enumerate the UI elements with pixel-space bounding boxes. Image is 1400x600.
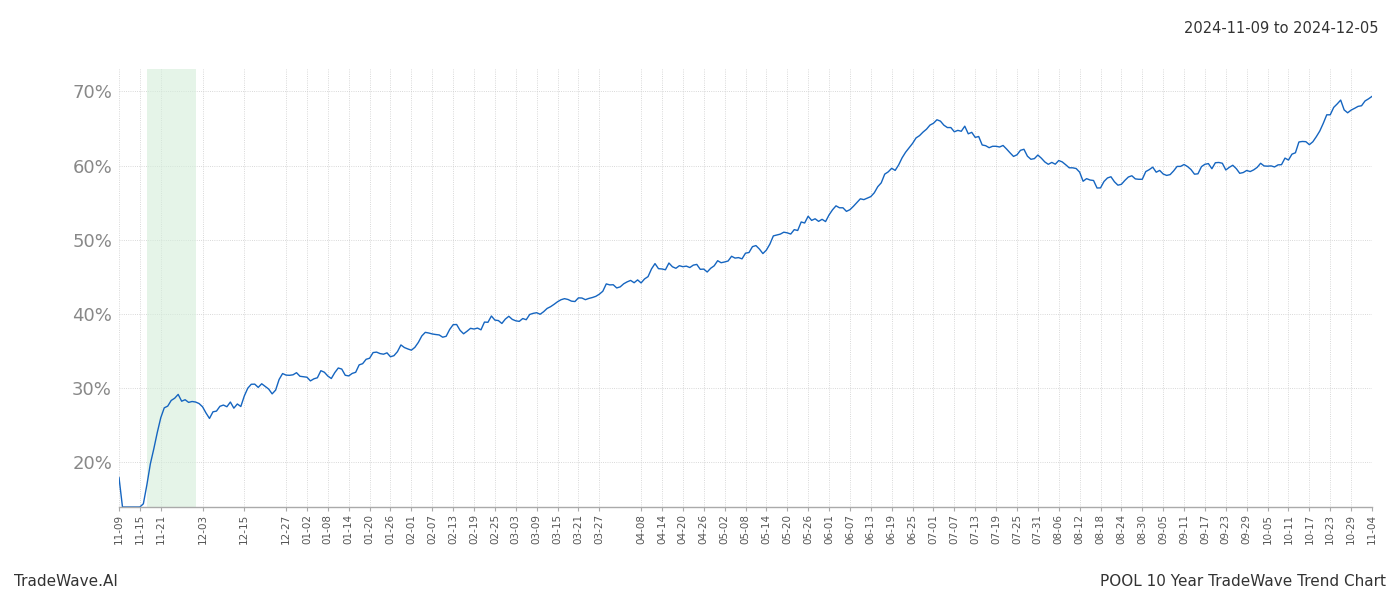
Text: POOL 10 Year TradeWave Trend Chart: POOL 10 Year TradeWave Trend Chart — [1100, 574, 1386, 589]
Text: 2024-11-09 to 2024-12-05: 2024-11-09 to 2024-12-05 — [1184, 21, 1379, 36]
Text: TradeWave.AI: TradeWave.AI — [14, 574, 118, 589]
Bar — [147, 69, 196, 507]
